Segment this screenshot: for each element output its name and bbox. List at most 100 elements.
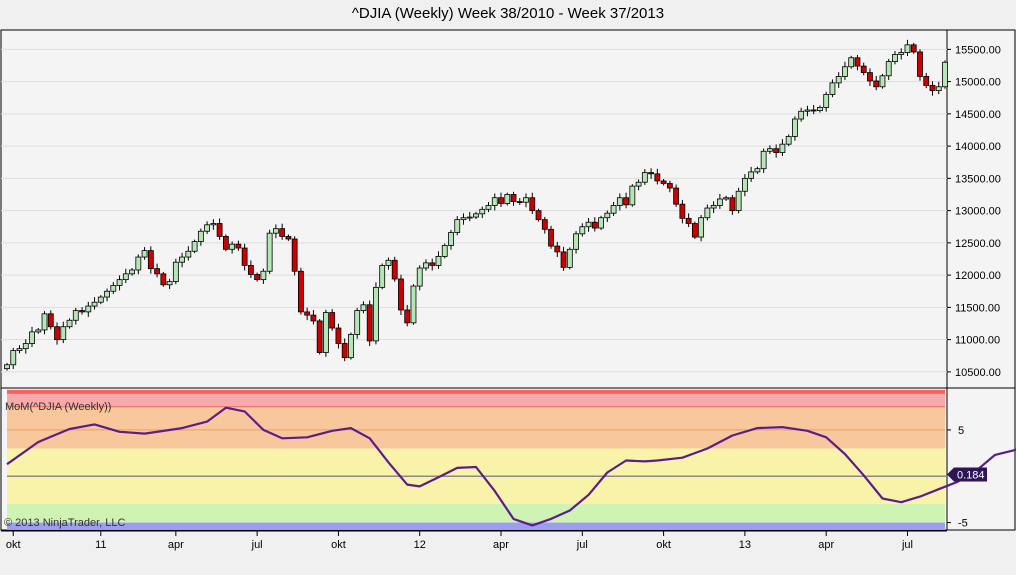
time-tick-label: jul	[251, 539, 263, 551]
candle-body-down	[335, 327, 342, 344]
candle	[867, 68, 873, 86]
candle	[10, 347, 17, 370]
candle	[416, 265, 423, 291]
candle-body-up	[823, 94, 830, 108]
candle-body-up	[804, 109, 811, 112]
price-tick-label: 12000.00	[955, 270, 1001, 282]
candle-body-down	[160, 273, 167, 286]
candle	[573, 231, 579, 254]
candle	[854, 55, 861, 71]
candle	[548, 225, 554, 249]
candle	[635, 179, 642, 191]
candle-body-up	[879, 75, 886, 88]
candle-body-up	[85, 305, 92, 313]
candle-body-down	[241, 247, 248, 266]
candle	[654, 168, 661, 185]
candle-body-up	[466, 216, 473, 219]
candle-body-down	[366, 304, 373, 342]
candle	[741, 174, 748, 197]
candle	[560, 246, 567, 271]
candle-body-up	[817, 107, 823, 112]
candle-body-down	[673, 187, 680, 205]
candle-body-down	[429, 262, 436, 266]
candle-body-up	[760, 150, 767, 170]
candle-body-up	[91, 301, 98, 307]
candle-body-down	[660, 180, 667, 184]
candle-body-up	[197, 230, 204, 242]
candle-body-down	[679, 203, 686, 219]
candle	[698, 214, 705, 242]
candle-body-down	[654, 173, 661, 182]
candle	[541, 216, 548, 234]
candle	[385, 257, 392, 270]
candle	[648, 168, 654, 179]
candle-body-up	[491, 197, 498, 206]
candle-body-up	[172, 261, 179, 282]
price-tick-label: 12500.00	[955, 238, 1001, 250]
candle-body-up	[166, 281, 173, 286]
candle-body-up	[122, 273, 129, 281]
candle	[97, 295, 104, 305]
candle-body-up	[473, 213, 479, 218]
momentum-zone	[7, 406, 945, 430]
candle-body-up	[191, 241, 198, 252]
price-tick-label: 15500.00	[955, 44, 1001, 56]
candle-body-up	[942, 61, 948, 88]
candle	[498, 192, 504, 208]
candle-body-down	[623, 197, 629, 206]
candle-body-down	[648, 172, 654, 175]
candle-body-up	[710, 205, 717, 209]
candle-body-up	[754, 168, 761, 173]
candle-body-up	[723, 197, 730, 200]
candle-body-up	[10, 350, 17, 366]
candle	[473, 211, 479, 219]
candle-body-up	[435, 256, 442, 266]
candle-body-up	[441, 245, 448, 257]
candle	[179, 252, 185, 268]
candle-body-up	[504, 194, 511, 204]
candle-body-up	[135, 256, 142, 271]
candle-body-down	[923, 76, 930, 86]
candle-body-up	[635, 181, 642, 187]
candle	[260, 268, 267, 284]
candle-body-up	[935, 86, 942, 92]
candle-body-up	[4, 364, 10, 370]
candle-body-down	[404, 309, 411, 324]
candle-body-up	[566, 248, 573, 268]
candle	[454, 216, 461, 236]
price-tick-label: 11500.00	[955, 302, 1000, 314]
candle	[516, 198, 523, 205]
candle-body-up	[460, 217, 467, 221]
candle	[892, 51, 898, 65]
candle	[910, 42, 917, 54]
candle-body-up	[904, 44, 911, 53]
candle	[348, 332, 354, 360]
candle	[729, 195, 736, 215]
candle-body-down	[554, 245, 561, 253]
candle-body-down	[867, 72, 873, 82]
candle-body-up	[585, 221, 592, 228]
candle-body-down	[79, 310, 85, 313]
price-tick-label: 13500.00	[955, 173, 1001, 185]
candle	[129, 268, 135, 276]
candle	[579, 223, 586, 237]
candle	[235, 240, 242, 251]
candle-body-down	[54, 326, 60, 341]
candle	[923, 72, 930, 89]
candle-body-up	[129, 269, 135, 275]
candle	[873, 75, 880, 91]
candle	[616, 193, 623, 211]
candle	[135, 254, 142, 275]
candle-body-down	[298, 270, 304, 313]
candle-body-up	[379, 265, 386, 288]
candle-body-up	[260, 270, 267, 281]
candle	[35, 328, 42, 334]
price-tick-label: 14000.00	[955, 141, 1001, 153]
current-value-badge-bg	[947, 467, 987, 482]
candle	[329, 309, 336, 331]
candle-body-up	[423, 262, 429, 269]
candle	[391, 256, 398, 282]
candle	[935, 81, 942, 95]
candle	[591, 217, 598, 232]
candle-body-up	[604, 212, 611, 219]
